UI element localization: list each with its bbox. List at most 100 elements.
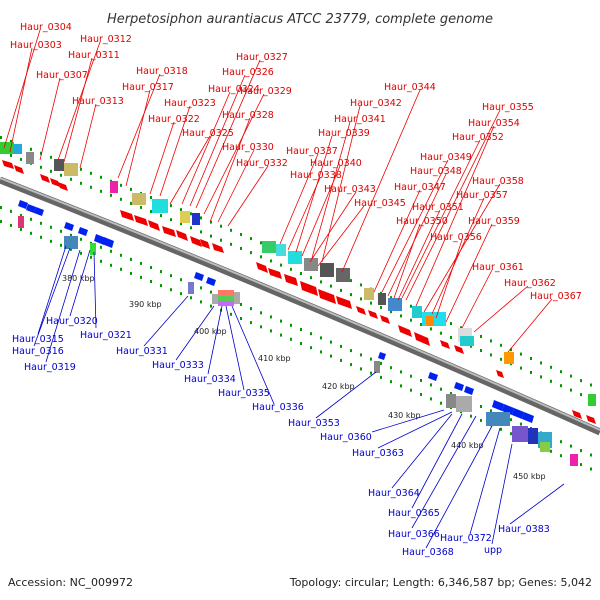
track-dot [350, 293, 352, 297]
gene-label[interactable]: Haur_0323 [164, 98, 216, 109]
track-dot [510, 418, 512, 422]
forward-gene-labels: Haur_0304 Haur_0303 Haur_0312 Haur_0311 … [10, 22, 582, 302]
gene-label[interactable]: Haur_0367 [530, 291, 582, 302]
gene-label[interactable]: Haur_0352 [452, 132, 504, 143]
gene-label[interactable]: Haur_0336 [252, 402, 304, 413]
track-dot [580, 379, 582, 383]
gene-label[interactable]: Haur_0311 [68, 50, 120, 61]
gene-label[interactable]: Haur_0350 [396, 216, 448, 227]
gene-label[interactable]: Haur_0321 [80, 330, 132, 341]
gene-label[interactable]: Haur_0330 [222, 142, 274, 153]
track-dot [310, 276, 312, 280]
track-dot [60, 173, 62, 177]
track-dot [250, 321, 252, 325]
track-dot [70, 233, 72, 237]
track-dot [410, 388, 412, 392]
gene-label[interactable]: Haur_0368 [402, 547, 454, 558]
track-dot [60, 229, 62, 233]
track-dot [570, 374, 572, 378]
gene-label[interactable]: Haur_0312 [80, 34, 132, 45]
gene-label[interactable]: Haur_0347 [394, 182, 446, 193]
gene-label[interactable]: Haur_0353 [288, 418, 340, 429]
track-dot [380, 361, 382, 365]
track-dot [550, 365, 552, 369]
gene-label[interactable]: Haur_0324 [208, 84, 260, 95]
track-dot [270, 259, 272, 263]
gene-label[interactable]: Haur_0357 [456, 190, 508, 201]
gene-label[interactable]: Haur_0337 [286, 146, 338, 157]
gene-label[interactable]: Haur_0343 [324, 184, 376, 195]
track-dot [490, 353, 492, 357]
track-dot [180, 222, 182, 226]
gene-label[interactable]: Haur_0364 [368, 488, 420, 499]
track-dot [410, 304, 412, 308]
gene-label[interactable]: Haur_0345 [354, 198, 406, 209]
gene-label[interactable]: Haur_0313 [72, 96, 124, 107]
gene-label[interactable]: Haur_0317 [122, 82, 174, 93]
track-dot [410, 374, 412, 378]
gene-label[interactable]: Haur_0325 [182, 128, 234, 139]
track-dot [380, 305, 382, 309]
gene-label[interactable]: Haur_0316 [12, 346, 64, 357]
gene-label[interactable]: Haur_0359 [468, 216, 520, 227]
gene-label[interactable]: Haur_0358 [472, 176, 524, 187]
gene-label[interactable]: Haur_0354 [468, 118, 520, 129]
track-dot [520, 352, 522, 356]
gene-label[interactable]: Haur_0349 [420, 152, 472, 163]
gene-label[interactable]: Haur_0351 [412, 202, 464, 213]
track-dot [120, 253, 122, 257]
gene-label[interactable]: Haur_0303 [10, 40, 62, 51]
gene-label[interactable]: Haur_0361 [472, 262, 524, 273]
gene-label[interactable]: Haur_0332 [236, 158, 288, 169]
gene-label[interactable]: Haur_0338 [290, 170, 342, 181]
gene-label[interactable]: Haur_0341 [334, 114, 386, 125]
gene-label[interactable]: Haur_0372 [440, 533, 492, 544]
track-dot [580, 393, 582, 397]
track-dot [450, 322, 452, 325]
track-dot [260, 325, 262, 329]
gene-label[interactable]: Haur_0315 [12, 334, 64, 345]
gene-label[interactable]: Haur_0383 [498, 524, 550, 535]
gene-label[interactable]: Haur_0304 [20, 22, 72, 33]
gene-label[interactable]: Haur_0339 [318, 128, 370, 139]
track-dot [230, 312, 232, 316]
gene-label[interactable]: Haur_0331 [116, 346, 168, 357]
leader-lines [3, 29, 553, 353]
accession-text: Accession: NC_009972 [8, 576, 133, 589]
track-dot [240, 317, 242, 320]
gene-label[interactable]: Haur_0307 [36, 70, 88, 81]
gene-label[interactable]: Haur_0333 [152, 360, 204, 371]
track-dot [440, 387, 442, 391]
gene-label[interactable]: Haur_0318 [136, 66, 188, 77]
gene-label[interactable]: Haur_0334 [184, 374, 236, 385]
gene-label[interactable]: Haur_0363 [352, 448, 404, 459]
gene-label[interactable]: Haur_0365 [388, 508, 440, 519]
gene-label[interactable]: Haur_0335 [218, 388, 270, 399]
gene-label[interactable]: Haur_0348 [410, 166, 462, 177]
gene-label[interactable]: Haur_0356 [430, 232, 482, 243]
gene-label[interactable]: Haur_0322 [148, 114, 200, 125]
track-dot [290, 323, 292, 327]
track-dot [240, 303, 242, 306]
track-dot [560, 454, 562, 458]
gene-label[interactable]: Haur_0340 [310, 158, 362, 169]
gene-label[interactable]: Haur_0355 [482, 102, 534, 113]
gene-label[interactable]: Haur_0360 [320, 432, 372, 443]
gene-label[interactable]: Haur_0362 [504, 278, 556, 289]
gene-label[interactable]: Haur_0329 [240, 86, 292, 97]
track-dot [50, 155, 52, 159]
gene-label[interactable]: Haur_0327 [236, 52, 288, 63]
gene-label[interactable]: Haur_0326 [222, 67, 274, 78]
gene-label[interactable]: upp [484, 545, 502, 556]
track-dot [520, 366, 522, 370]
track-dot [120, 267, 122, 271]
gene-label[interactable]: Haur_0328 [222, 110, 274, 121]
gene-label[interactable]: Haur_0366 [388, 529, 440, 540]
gene-label[interactable]: Haur_0319 [24, 362, 76, 373]
gene-label[interactable]: Haur_0342 [350, 98, 402, 109]
gene-label[interactable]: Haur_0320 [46, 316, 98, 327]
track-dot [420, 379, 422, 382]
track-dot [300, 272, 302, 275]
gene-label[interactable]: Haur_0344 [384, 82, 436, 93]
